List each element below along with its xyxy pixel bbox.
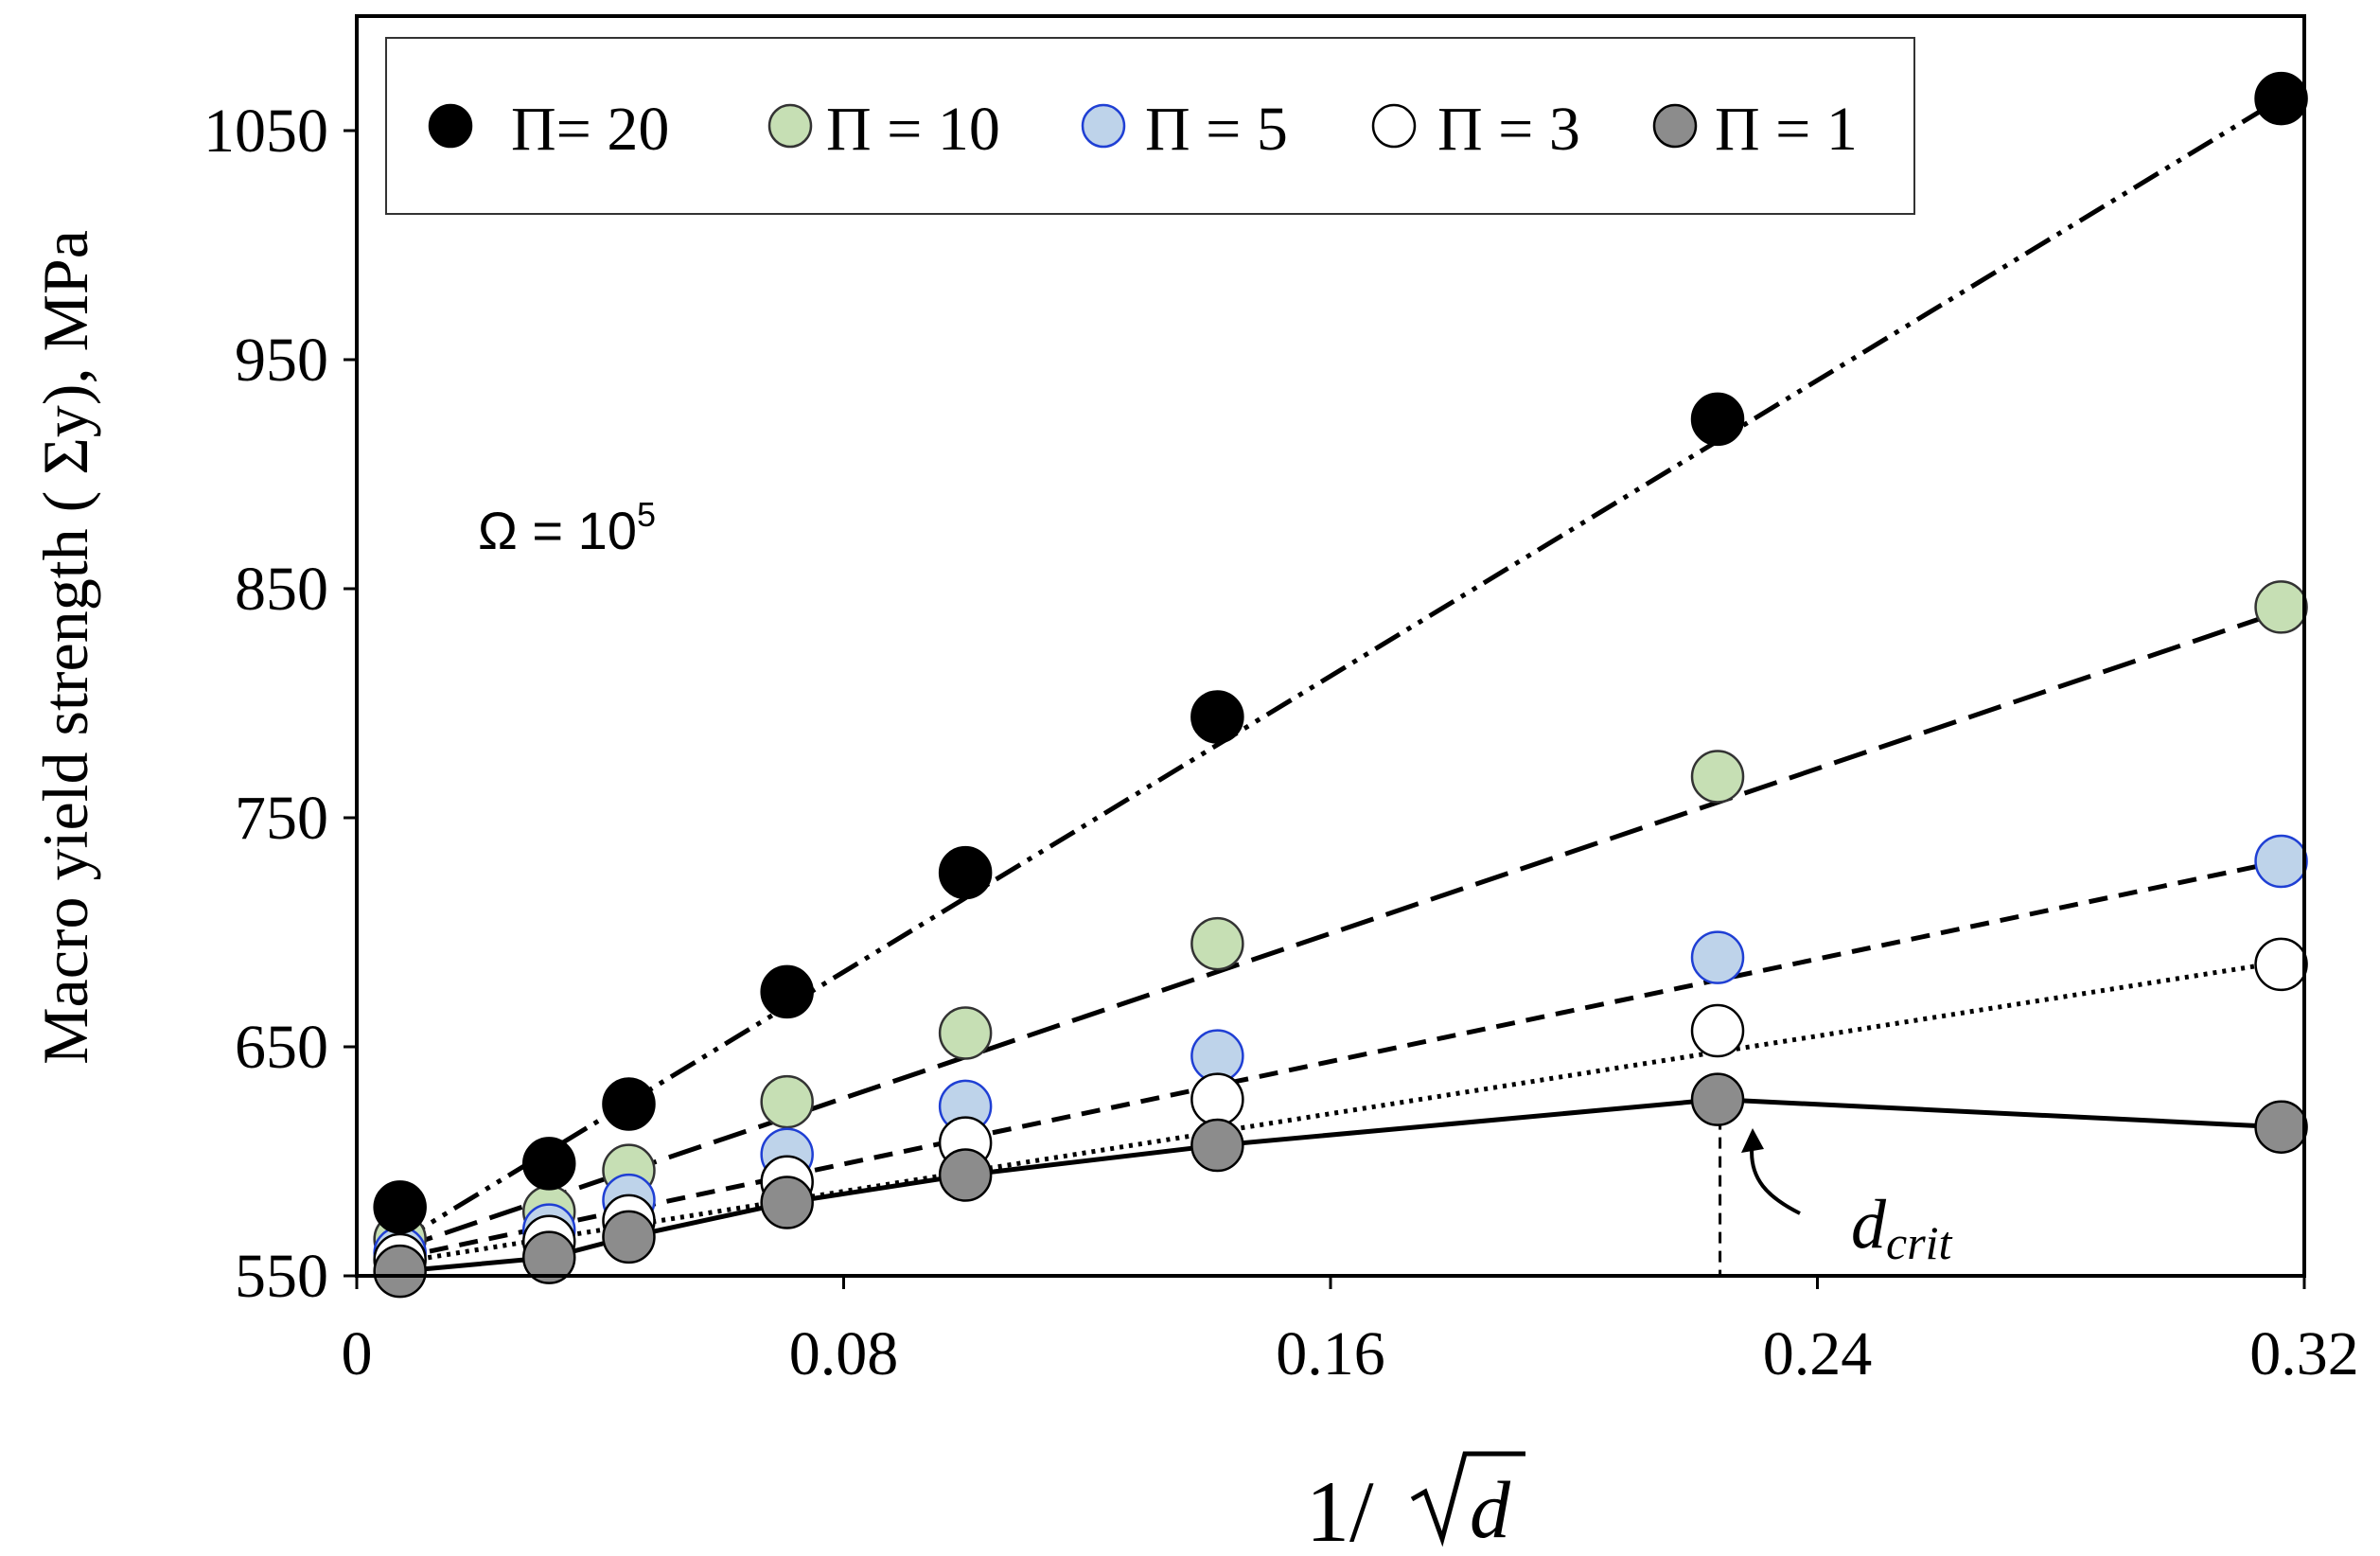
- data-point: [1690, 930, 1745, 984]
- legend-label: Π= 20: [511, 95, 669, 164]
- dcrit-label-main: d: [1851, 1186, 1887, 1264]
- axis-ticks: 0 0.08 0.16 0.24 0.32 550 650 750 850 950 1050: [203, 97, 2359, 1388]
- dcrit-label: dcrit: [1851, 1186, 1953, 1269]
- data-point: [1190, 1118, 1244, 1173]
- y-tick-label: 950: [235, 326, 328, 395]
- data-point: [2254, 937, 2308, 992]
- data-point: [2254, 71, 2308, 126]
- x-tick-label: 0.24: [1763, 1319, 1873, 1388]
- data-point: [760, 964, 814, 1019]
- x-tick-label: 0.08: [789, 1319, 899, 1388]
- data-point: [938, 845, 993, 900]
- omega-exponent: 5: [637, 495, 656, 534]
- x-axis-label-prefix: 1/: [1306, 1463, 1374, 1556]
- fit-lines: [398, 96, 2283, 1274]
- data-point: [760, 1176, 814, 1229]
- omega-annotation: Ω = 105: [478, 495, 656, 560]
- series-line: [399, 1097, 2282, 1274]
- data-point: [938, 1148, 993, 1202]
- data-point: [2254, 834, 2308, 889]
- x-axis-label: 1/ d: [1306, 1451, 1525, 1556]
- data-point: [602, 1210, 656, 1264]
- y-tick-label: 650: [235, 1013, 328, 1082]
- legend-marker: [767, 103, 813, 149]
- legend-label: Π = 10: [826, 95, 1000, 164]
- data-point: [1190, 690, 1244, 744]
- legend-label: Π = 1: [1715, 95, 1858, 164]
- data-point: [1190, 1072, 1244, 1126]
- data-point: [521, 1137, 576, 1191]
- data-point: [373, 1244, 427, 1299]
- data-point: [1190, 916, 1244, 971]
- data-point: [373, 1180, 427, 1234]
- legend-label: Π = 5: [1145, 95, 1288, 164]
- series-fit-line: [398, 609, 2283, 1251]
- data-point: [938, 1006, 993, 1060]
- legend: Π= 20 Π = 10 Π = 5 Π = 3 Π = 1: [385, 37, 1915, 215]
- x-tick-label: 0.16: [1276, 1319, 1385, 1388]
- dcrit-arrowhead: [1741, 1128, 1764, 1153]
- data-point: [1690, 750, 1745, 804]
- x-tick-label: 0.32: [2249, 1319, 2359, 1388]
- y-axis-label: Macro yield strength ( Σy), MPa: [29, 230, 101, 1065]
- y-tick-label: 850: [235, 555, 328, 624]
- series-fit-line: [399, 858, 2283, 1261]
- data-point: [760, 1074, 814, 1129]
- legend-label: Π = 3: [1437, 95, 1580, 164]
- dcrit-annotation: dcrit: [1719, 1099, 1953, 1276]
- series-fit-line: [398, 96, 2283, 1244]
- data-point: [521, 1230, 576, 1284]
- data-point: [1690, 1003, 1745, 1058]
- data-point: [1690, 1072, 1745, 1126]
- y-tick-label: 550: [235, 1242, 328, 1311]
- omega-base: Ω = 10: [478, 501, 637, 560]
- y-tick-label: 1050: [203, 97, 328, 166]
- legend-marker: [1081, 103, 1126, 149]
- dcrit-arrow: [1750, 1140, 1801, 1215]
- data-point: [602, 1077, 656, 1131]
- x-tick-label: 0: [342, 1319, 373, 1388]
- data-markers: [373, 71, 2308, 1299]
- data-point: [2254, 580, 2308, 634]
- x-axis-label-radicand: d: [1470, 1464, 1511, 1555]
- dcrit-label-sub: crit: [1886, 1216, 1953, 1269]
- legend-marker: [1652, 103, 1698, 149]
- x-axis-sqrt-symbol: [1410, 1451, 1525, 1547]
- legend-marker: [1371, 103, 1417, 149]
- legend-marker: [428, 103, 473, 149]
- y-tick-label: 750: [235, 784, 328, 853]
- data-point: [2254, 1100, 2308, 1154]
- data-point: [1690, 392, 1745, 447]
